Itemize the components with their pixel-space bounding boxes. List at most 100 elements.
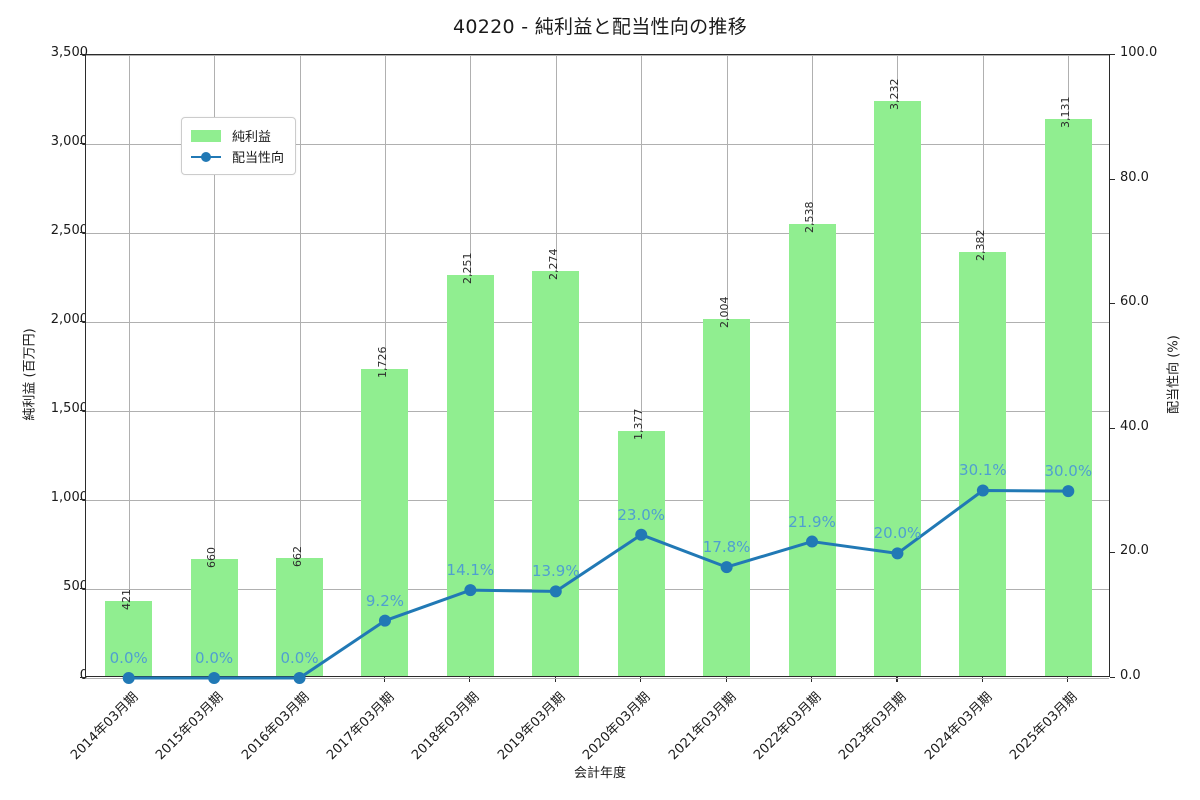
y-tick-label-left: 3,500 (50, 45, 88, 60)
line-point-label: 21.9% (788, 512, 836, 531)
bar (190, 558, 238, 676)
y-tick-mark-left (80, 499, 85, 501)
line-point-label: 17.8% (702, 538, 751, 557)
gridline-horizontal (86, 678, 1109, 679)
x-tick-label: 2024年03月期 (922, 689, 996, 764)
bar (617, 430, 665, 676)
x-tick-label: 2018年03月期 (409, 689, 483, 764)
y-tick-label-right: 40.0 (1120, 418, 1149, 434)
y-tick-mark-left (80, 588, 85, 590)
bar-value-label: 2,251 (461, 252, 475, 285)
line-path (127, 488, 1070, 680)
gridline-vertical (299, 55, 301, 676)
x-tick-mark (383, 677, 386, 682)
y-tick-label-left: 2,000 (50, 312, 88, 327)
line-marker (464, 584, 477, 597)
legend-label-payout-ratio: 配当性向 (232, 151, 285, 166)
gridline-horizontal (86, 322, 1109, 323)
legend-item-net-income[interactable]: 純利益 (191, 125, 284, 146)
x-tick-label: 2025年03月期 (1007, 689, 1081, 764)
line-point-label: 13.9% (531, 562, 580, 581)
x-tick-label: 2014年03月期 (67, 689, 142, 764)
bar (1044, 118, 1092, 676)
gridline-vertical (128, 55, 130, 676)
bar-value-label: 1,377 (632, 408, 646, 440)
line-point-label: 30.1% (959, 461, 1007, 480)
line-point-label: 0.0% (109, 649, 148, 667)
line-marker (635, 528, 648, 541)
legend-item-payout-ratio[interactable]: 配当性向 (191, 146, 284, 167)
y-tick-label-right: 60.0 (1120, 294, 1149, 310)
y-tick-mark-right (1110, 178, 1115, 180)
x-tick-mark (811, 677, 813, 682)
line-marker (378, 614, 391, 627)
y-tick-mark-left (80, 143, 85, 145)
bar-value-label: 2,538 (803, 201, 817, 234)
y-tick-mark-right (1110, 677, 1115, 679)
gridline-horizontal (86, 233, 1109, 234)
bar (703, 319, 751, 676)
y-tick-label-right: 100.0 (1120, 45, 1158, 60)
legend[interactable]: 純利益 配当性向 (181, 117, 297, 175)
y-tick-mark-right (1110, 552, 1115, 554)
y-tick-mark-left (80, 410, 85, 412)
x-tick-label: 2015年03月期 (153, 689, 227, 764)
gridline-horizontal (86, 55, 1109, 56)
y-tick-label-left: 2,500 (50, 223, 88, 238)
bar-value-label: 2,382 (973, 229, 987, 262)
bar-value-label: 2,274 (546, 248, 560, 281)
y-tick-label-left: 1,000 (50, 490, 88, 505)
bar-value-label: 3,232 (888, 78, 902, 110)
y-tick-label-left: 1,500 (50, 401, 88, 416)
y-tick-label-left: 500 (63, 579, 88, 594)
x-tick-label: 2020年03月期 (580, 689, 654, 764)
x-tick-mark (469, 677, 471, 682)
legend-label-net-income: 純利益 (232, 130, 272, 145)
bar-value-label: 2,004 (717, 296, 731, 329)
bar-swatch-icon (191, 129, 221, 142)
line-marker-swatch-icon (191, 151, 221, 163)
bar (532, 271, 580, 676)
y-tick-mark-left (80, 677, 85, 679)
bar-value-label: 421 (119, 589, 133, 611)
gridline-vertical (641, 55, 643, 676)
line-marker (891, 547, 904, 560)
y-tick-label-right: 20.0 (1120, 543, 1149, 559)
chart-title: 40220 - 純利益と配当性向の推移 (452, 16, 748, 38)
x-tick-label: 2019年03月期 (494, 689, 569, 764)
x-tick-label: 2017年03月期 (324, 689, 398, 764)
x-axis-label: 会計年度 (573, 766, 626, 781)
gridline-vertical (384, 55, 386, 676)
line-point-label: 14.1% (446, 561, 495, 580)
x-tick-label: 2021年03月期 (665, 689, 740, 764)
x-tick-mark (981, 677, 983, 682)
x-tick-label: 2022年03月期 (751, 689, 825, 764)
bar (105, 601, 153, 676)
bar (276, 558, 324, 676)
bar-value-label: 662 (290, 546, 304, 568)
y-tick-mark-right (1110, 303, 1115, 305)
line-point-label: 20.0% (873, 524, 922, 543)
y-axis-label-left: 純利益 (百万円) (22, 328, 38, 421)
y-axis-label-right: 配当性向 (%) (1166, 335, 1182, 414)
line-point-label: 0.0% (195, 649, 234, 667)
x-tick-label: 2023年03月期 (836, 689, 910, 764)
line-point-label: 30.0% (1044, 462, 1093, 481)
y-tick-label-right: 0.0 (1120, 668, 1141, 683)
x-tick-mark (554, 677, 556, 682)
bar (446, 275, 494, 676)
line-marker (720, 561, 733, 574)
y-tick-label-left: 3,000 (50, 134, 88, 149)
x-tick-mark (725, 677, 727, 682)
y-tick-mark-right (1110, 427, 1115, 429)
line-point-label: 9.2% (365, 591, 404, 610)
gridline-vertical (214, 55, 216, 676)
x-tick-mark (896, 677, 898, 682)
x-tick-mark (1067, 677, 1069, 682)
line-point-label: 23.0% (617, 505, 666, 524)
gridline-horizontal (86, 589, 1109, 590)
bar-value-label: 3,131 (1059, 96, 1073, 128)
gridline-horizontal (86, 500, 1109, 501)
line-marker (976, 484, 989, 497)
